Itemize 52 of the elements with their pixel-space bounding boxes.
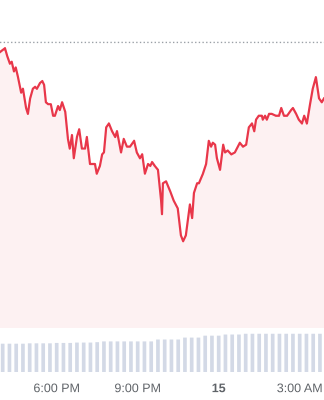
bar xyxy=(304,334,308,372)
bar xyxy=(311,334,316,372)
bar xyxy=(162,339,167,372)
bar xyxy=(122,341,126,372)
bar xyxy=(291,334,295,372)
x-tick-label: 9:00 PM xyxy=(115,383,160,392)
bar xyxy=(8,344,12,372)
bar xyxy=(284,334,288,372)
bar xyxy=(257,334,262,372)
bar xyxy=(270,334,275,372)
bar xyxy=(62,342,66,372)
bar xyxy=(95,342,100,372)
x-tick-label: 3:00 AM xyxy=(277,383,322,392)
bar xyxy=(88,342,92,372)
bar xyxy=(28,343,32,372)
bar xyxy=(82,342,86,372)
bar xyxy=(237,334,241,372)
bar xyxy=(250,334,254,372)
bar xyxy=(102,341,106,372)
bar xyxy=(210,336,214,372)
bar xyxy=(183,338,187,372)
bar xyxy=(142,341,146,372)
bar xyxy=(108,341,113,372)
bar xyxy=(318,334,322,372)
bar xyxy=(203,336,208,372)
bar xyxy=(75,342,79,372)
bar xyxy=(190,338,194,372)
bar xyxy=(149,341,154,372)
bar xyxy=(298,334,302,372)
bar xyxy=(230,334,234,372)
x-tick-label: 15 xyxy=(212,384,226,392)
bar xyxy=(176,339,180,372)
bar xyxy=(14,344,18,372)
bar xyxy=(196,338,200,372)
bar xyxy=(264,334,268,372)
bar xyxy=(278,334,282,372)
bar xyxy=(41,343,46,372)
bar xyxy=(48,343,52,372)
bar xyxy=(34,343,38,372)
x-tick-label: 6:00 PM xyxy=(34,383,79,392)
bar xyxy=(0,344,5,372)
bar xyxy=(216,336,221,372)
bar xyxy=(224,334,228,372)
bar xyxy=(68,342,72,372)
bar xyxy=(136,341,140,372)
bar xyxy=(116,341,120,372)
bar xyxy=(244,334,248,372)
bar xyxy=(54,342,59,372)
bar xyxy=(21,344,25,372)
bar xyxy=(156,339,160,372)
bar xyxy=(170,339,174,372)
bar xyxy=(129,341,133,372)
